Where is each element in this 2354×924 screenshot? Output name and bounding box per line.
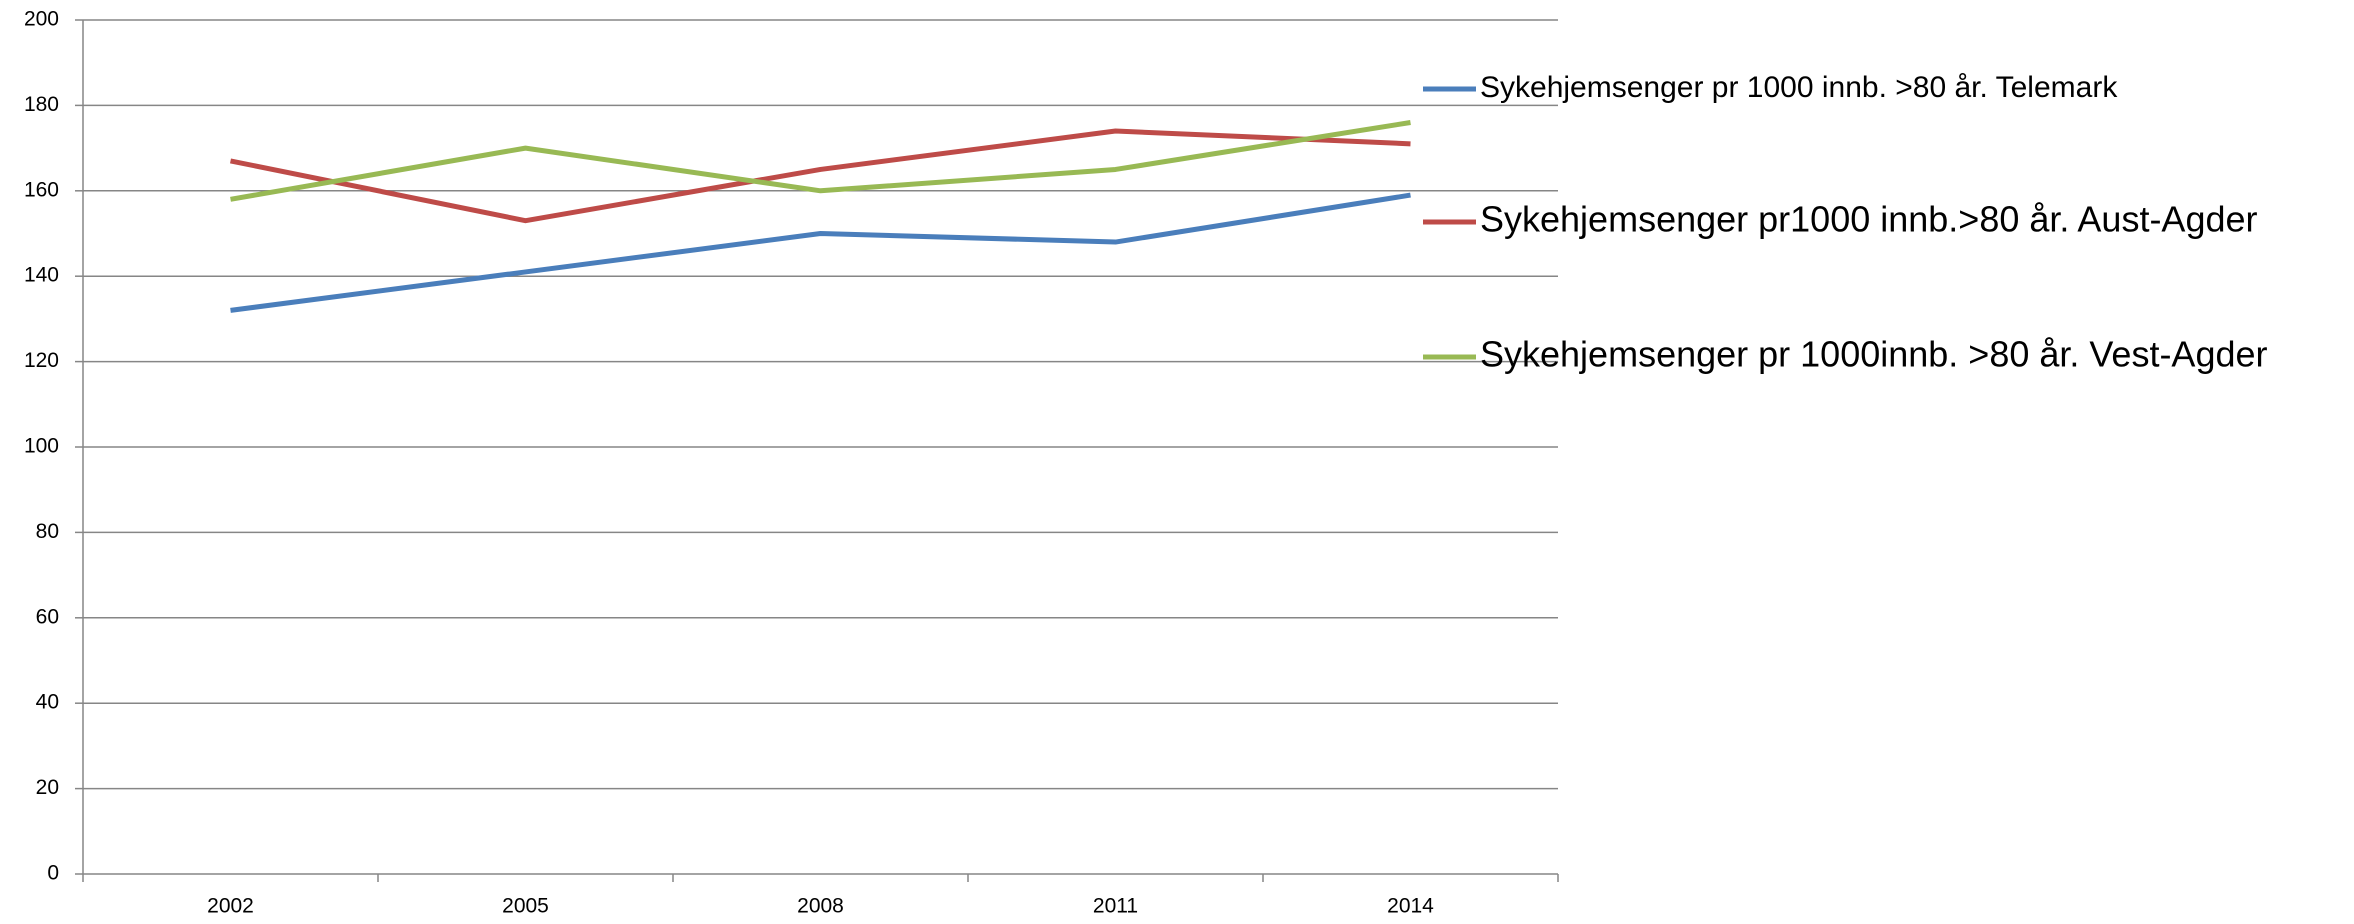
series-line: [230, 128, 1411, 224]
x-tick-label: 2008: [797, 895, 844, 918]
y-tick-label: 20: [36, 776, 59, 799]
y-tick-label: 160: [24, 178, 59, 201]
y-tick-label: 80: [36, 520, 59, 543]
legend-label: Sykehjemsenger pr 1000innb. >80 år. Vest…: [1480, 334, 2268, 375]
y-tick-label: 180: [24, 93, 59, 116]
legend-label: Sykehjemsenger pr 1000 innb. >80 år. Tel…: [1480, 71, 2118, 104]
y-tick-label: 60: [36, 605, 59, 628]
x-tick-label: 2014: [1387, 895, 1434, 918]
y-tick-label: 40: [36, 691, 59, 714]
y-tick-label: 120: [24, 349, 59, 372]
legend-label: Sykehjemsenger pr1000 innb.>80 år. Aust-…: [1480, 199, 2258, 240]
y-tick-label: 100: [24, 435, 59, 458]
y-tick-label: 0: [47, 862, 59, 885]
x-tick-label: 2005: [502, 895, 549, 918]
series-line: [230, 192, 1411, 313]
y-tick-label: 140: [24, 264, 59, 287]
y-tick-label: 200: [24, 8, 59, 31]
series-line: [230, 120, 1411, 202]
x-tick-label: 2002: [207, 895, 254, 918]
x-tick-label: 2011: [1093, 895, 1138, 918]
